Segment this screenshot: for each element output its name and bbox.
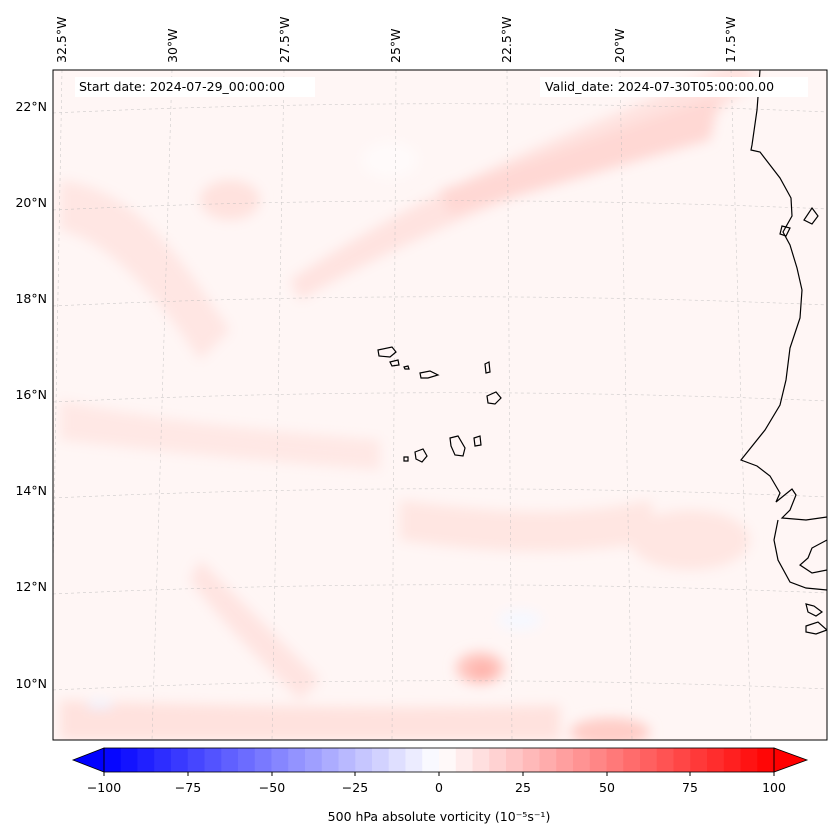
lat-label-14n: 14°N	[15, 483, 47, 498]
colorbar-segment	[321, 748, 339, 772]
island-santo-antao	[377, 346, 397, 358]
island-brava	[403, 456, 409, 462]
lat-label-10n: 10°N	[15, 676, 47, 691]
colorbar-segment	[372, 748, 390, 772]
colorbar-segment	[238, 748, 256, 772]
colorbar-segment	[606, 748, 624, 772]
colorbar-segment	[623, 748, 641, 772]
colorbar-segment	[288, 748, 306, 772]
colorbar-label: 500 hPa absolute vorticity (10⁻⁵s⁻¹)	[328, 809, 551, 824]
colorbar-segment	[573, 748, 591, 772]
start-date-label: Start date: 2024-07-29_00:00:00	[79, 79, 285, 94]
colorbar-segment	[539, 748, 557, 772]
vorticity-contours	[60, 70, 760, 740]
lon-label-32-5w: 32.5°W	[54, 17, 69, 63]
colorbar-segment	[723, 748, 741, 772]
colorbar-segment	[187, 748, 205, 772]
colorbar-segment	[506, 748, 524, 772]
colorbar-segment	[355, 748, 373, 772]
colorbar-segment	[137, 748, 155, 772]
lat-label-12n: 12°N	[15, 579, 47, 594]
colorbar-segment	[589, 748, 607, 772]
lon-label-20w: 20°W	[612, 28, 627, 63]
colorbar-segment	[640, 748, 658, 772]
colorbar-tick-minus50: −50	[259, 780, 285, 795]
colorbar-segment	[204, 748, 222, 772]
colorbar-segment	[556, 748, 574, 772]
colorbar-segment	[489, 748, 507, 772]
valid-date-label: Valid_date: 2024-07-30T05:00:00.00	[545, 79, 774, 94]
colorbar-segment	[472, 748, 490, 772]
colorbar-segment	[455, 748, 473, 772]
lon-label-17-5w: 17.5°W	[723, 17, 738, 63]
colorbar-segment	[757, 748, 775, 772]
colorbar-segment	[439, 748, 457, 772]
valid-date-box	[540, 77, 808, 97]
colorbar-segment	[154, 748, 172, 772]
island-sao-vicente	[389, 359, 400, 367]
colorbar-segment	[254, 748, 272, 772]
colorbar-segment	[221, 748, 239, 772]
cape-verde-islands	[377, 346, 502, 463]
longitude-labels: 32.5°W 30°W 27.5°W 25°W 22.5°W 20°W 17.5…	[54, 17, 738, 63]
lon-label-27-5w: 27.5°W	[277, 17, 292, 63]
colorbar-segment	[740, 748, 758, 772]
colorbar-tick-75: 75	[682, 780, 698, 795]
island-maio	[473, 435, 482, 447]
colorbar-tick-minus25: −25	[342, 780, 368, 795]
island-sao-nicolau	[419, 370, 440, 379]
island-sal	[484, 361, 491, 374]
colorbar: −100 −75 −50 −25 0 25 50 75 100 500 hPa …	[71, 747, 809, 824]
colorbar-segment	[120, 748, 138, 772]
island-fogo	[414, 448, 428, 463]
colorbar-tick-100: 100	[762, 780, 786, 795]
lon-label-25w: 25°W	[388, 28, 403, 63]
colorbar-segment	[690, 748, 708, 772]
african-coastline	[740, 70, 827, 635]
colorbar-extend-min	[71, 747, 105, 773]
lon-label-22-5w: 22.5°W	[499, 17, 514, 63]
colorbar-tick-25: 25	[515, 780, 531, 795]
colorbar-ticks: −100 −75 −50 −25 0 25 50 75 100	[87, 772, 786, 795]
colorbar-segment	[656, 748, 674, 772]
lat-label-22n: 22°N	[15, 99, 47, 114]
colorbar-tick-50: 50	[599, 780, 615, 795]
colorbar-segment	[673, 748, 691, 772]
lat-label-16n: 16°N	[15, 387, 47, 402]
colorbar-segment	[707, 748, 725, 772]
vorticity-field-background	[53, 70, 827, 740]
lat-label-18n: 18°N	[15, 291, 47, 306]
colorbar-segment	[405, 748, 423, 772]
colorbar-segment	[104, 748, 122, 772]
colorbar-segment	[171, 748, 189, 772]
colorbar-segment	[422, 748, 440, 772]
island-santa-luzia	[403, 365, 410, 370]
map-gridlines	[53, 70, 827, 740]
lon-label-30w: 30°W	[165, 28, 180, 63]
lat-label-20n: 20°N	[15, 195, 47, 210]
latitude-labels: 22°N 20°N 18°N 16°N 14°N 12°N 10°N	[15, 99, 47, 691]
colorbar-tick-minus75: −75	[175, 780, 201, 795]
colorbar-extend-max	[773, 747, 809, 773]
start-date-box	[75, 77, 315, 97]
island-boa-vista	[486, 391, 502, 405]
colorbar-segment	[338, 748, 356, 772]
colorbar-segment	[271, 748, 289, 772]
colorbar-segment	[305, 748, 323, 772]
colorbar-segment	[388, 748, 406, 772]
colorbar-segment	[522, 748, 540, 772]
map-frame	[52, 69, 828, 741]
map-panel: Start date: 2024-07-29_00:00:00 Valid_da…	[53, 70, 827, 740]
island-santiago	[449, 435, 466, 457]
colorbar-segments	[104, 748, 775, 772]
colorbar-tick-0: 0	[435, 780, 443, 795]
colorbar-tick-minus100: −100	[87, 780, 121, 795]
